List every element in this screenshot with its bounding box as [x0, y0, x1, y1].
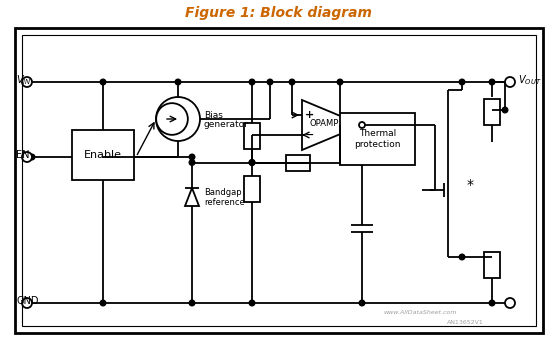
Circle shape	[189, 300, 195, 306]
Circle shape	[505, 77, 515, 87]
Circle shape	[189, 160, 195, 165]
Circle shape	[156, 97, 200, 141]
Circle shape	[175, 79, 181, 85]
Text: *: *	[466, 178, 474, 192]
Circle shape	[22, 298, 32, 308]
Text: EN: EN	[16, 150, 30, 160]
Circle shape	[249, 160, 255, 165]
Bar	[244, 123, 260, 149]
Text: −: −	[305, 130, 315, 140]
Circle shape	[22, 152, 32, 162]
Text: reference: reference	[204, 197, 245, 207]
Bar	[244, 176, 260, 202]
Circle shape	[100, 79, 106, 85]
Circle shape	[489, 79, 495, 85]
Polygon shape	[185, 188, 199, 206]
Text: $V_{OUT}$: $V_{OUT}$	[518, 73, 542, 87]
Text: GND: GND	[16, 296, 39, 306]
Circle shape	[22, 77, 32, 87]
Bar	[22, 35, 536, 326]
Circle shape	[359, 160, 365, 165]
Bar	[484, 252, 500, 278]
Text: generator: generator	[204, 119, 249, 128]
Text: Bandgap: Bandgap	[204, 187, 242, 197]
Bar	[340, 113, 415, 165]
Circle shape	[249, 300, 255, 306]
Polygon shape	[302, 100, 362, 150]
Circle shape	[267, 79, 273, 85]
Circle shape	[502, 107, 508, 113]
Circle shape	[489, 254, 495, 260]
Bar	[72, 130, 134, 180]
Circle shape	[505, 298, 515, 308]
Circle shape	[359, 122, 365, 128]
Text: Figure 1: Block diagram: Figure 1: Block diagram	[185, 6, 373, 20]
Text: +: +	[305, 110, 315, 120]
Text: www.AllDataSheet.com: www.AllDataSheet.com	[383, 310, 457, 315]
Text: Bias: Bias	[204, 110, 223, 119]
Bar	[15, 28, 543, 333]
Circle shape	[249, 160, 255, 165]
Text: Enable: Enable	[84, 150, 122, 160]
Text: Thermal
protection: Thermal protection	[354, 129, 401, 149]
Circle shape	[249, 79, 255, 85]
Circle shape	[189, 154, 195, 160]
Circle shape	[459, 79, 465, 85]
Circle shape	[359, 300, 365, 306]
Circle shape	[489, 300, 495, 306]
Text: $V_{IN}$: $V_{IN}$	[16, 73, 32, 87]
Circle shape	[459, 254, 465, 260]
Circle shape	[337, 79, 343, 85]
Circle shape	[156, 103, 188, 135]
Bar	[286, 155, 310, 170]
Circle shape	[289, 79, 295, 85]
Text: AN13652V1: AN13652V1	[446, 319, 483, 325]
Text: OPAMP: OPAMP	[309, 118, 339, 128]
Circle shape	[100, 300, 106, 306]
Bar	[484, 99, 500, 125]
Circle shape	[29, 154, 35, 160]
